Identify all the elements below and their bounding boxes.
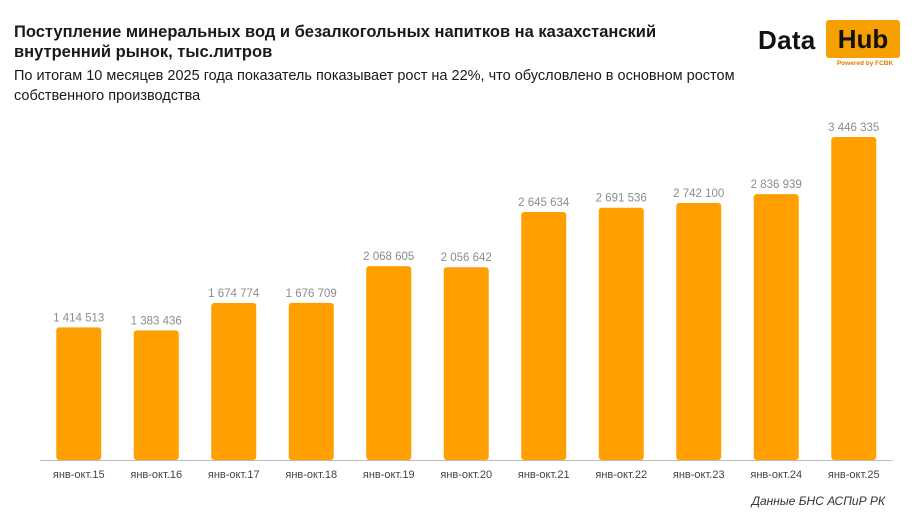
logo-powered-by: Powered by FCBK [836,60,894,67]
category-tick-label: янв-окт.15 [53,469,105,481]
bar-value-label: 2 056 642 [441,252,492,264]
bar-value-label: 3 446 335 [828,122,879,134]
bar-value-label: 1 674 774 [208,288,260,300]
bar-value-label: 2 068 605 [363,251,414,263]
chart-title: Поступление минеральных вод и безалкогол… [14,23,657,61]
bar-янв-окт.20 [443,267,489,460]
chart-subtitle: По итогам 10 месяцев 2025 года показател… [14,68,735,104]
bar-янв-окт.15 [56,327,102,460]
category-tick-label: янв-окт.23 [673,469,725,481]
category-tick-label: янв-окт.22 [595,469,647,481]
category-tick-label: янв-окт.20 [440,469,492,481]
bar-янв-окт.19 [366,266,412,460]
category-tick-label: янв-окт.24 [750,469,802,481]
bar-value-label: 2 645 634 [518,197,570,209]
bar-янв-окт.24 [753,194,799,461]
bar-value-label: 1 414 513 [53,312,104,324]
bar-янв-окт.22 [598,207,644,460]
bar-янв-окт.18 [288,302,334,460]
category-tick-label: янв-окт.25 [828,469,880,481]
category-tick-label: янв-окт.19 [363,469,415,481]
bar-value-label: 2 742 100 [673,188,724,200]
bar-value-label: 2 836 939 [751,179,802,191]
bar-янв-окт.21 [521,212,567,460]
category-tick-label: янв-окт.21 [518,469,570,481]
logo-word-data: Data [758,25,816,55]
bar-value-label: 2 691 536 [596,193,647,205]
bar-value-label: 1 383 436 [131,315,182,327]
logo-word-hub: Hub [826,20,900,58]
bar-янв-окт.17 [211,303,257,460]
bar-янв-окт.16 [133,330,179,460]
bar-янв-окт.25 [831,137,877,460]
data-source-note: Данные БНС АСПиР РК [751,494,885,508]
category-tick-label: янв-окт.17 [208,469,260,481]
bar-value-label: 1 676 709 [286,288,337,300]
bar-янв-окт.23 [676,203,722,460]
category-tick-label: янв-окт.16 [130,469,182,481]
category-tick-label: янв-окт.18 [285,469,337,481]
